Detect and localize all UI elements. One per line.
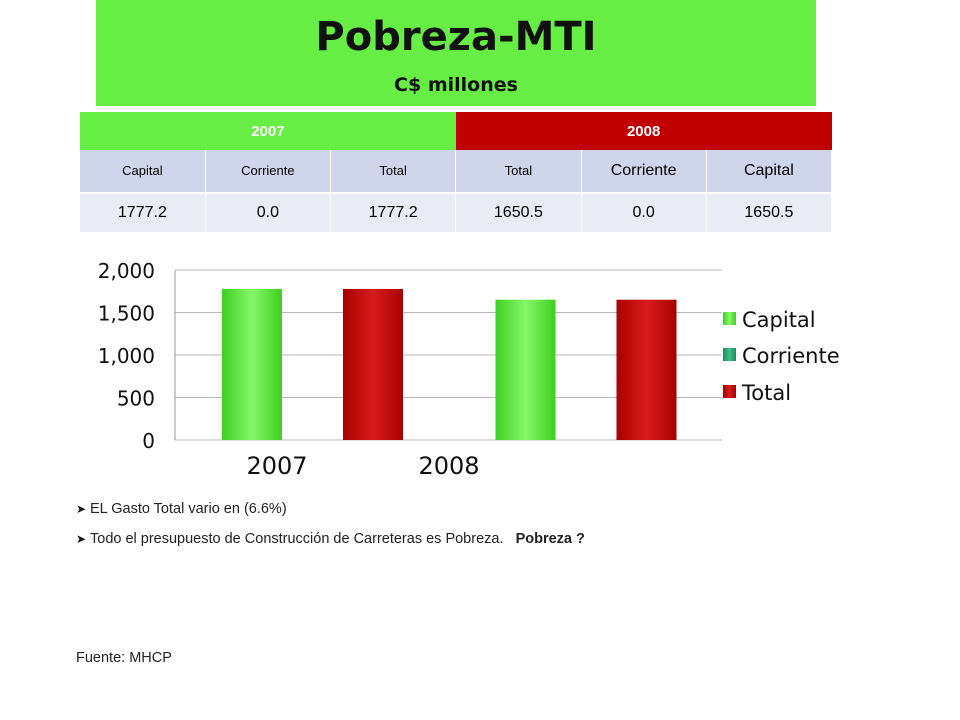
legend-label: Corriente bbox=[742, 344, 840, 368]
bar-total bbox=[616, 299, 677, 440]
column-header: Total bbox=[455, 150, 582, 194]
table-cell: 1777.2 bbox=[330, 192, 457, 232]
bullet-item: ➤ Todo el presupuesto de Construcción de… bbox=[76, 524, 585, 554]
legend-item: Corriente bbox=[723, 344, 840, 368]
x-category-label: 2007 bbox=[246, 452, 307, 480]
legend-item: Capital bbox=[723, 308, 816, 332]
column-header: Capital bbox=[706, 150, 833, 194]
bullet-list: ➤ EL Gasto Total vario en (6.6%) ➤ Todo … bbox=[76, 494, 585, 554]
y-tick-label: 1,500 bbox=[98, 302, 155, 326]
column-header: Corriente bbox=[205, 150, 332, 194]
legend-label: Capital bbox=[742, 308, 816, 332]
title-banner: Pobreza-MTI C$ millones bbox=[96, 0, 816, 106]
column-header: Corriente bbox=[581, 150, 707, 194]
source-note: Fuente: MHCP bbox=[76, 650, 172, 666]
bullet-item: ➤ EL Gasto Total vario en (6.6%) bbox=[76, 494, 585, 524]
year-2007-header: 2007 bbox=[80, 112, 456, 151]
legend-swatch bbox=[723, 312, 736, 325]
x-category-label: 2008 bbox=[418, 452, 479, 480]
bullet-text: Todo el presupuesto de Construcción de C… bbox=[90, 531, 504, 547]
bar-capital bbox=[222, 288, 282, 440]
year-header-row: 2007 2008 bbox=[80, 112, 832, 151]
table-cell: 1650.5 bbox=[455, 192, 582, 232]
y-tick-label: 0 bbox=[142, 429, 155, 453]
year-2008-header: 2008 bbox=[455, 112, 832, 151]
bar-total bbox=[343, 288, 403, 440]
x-axis-labels: 2007 2008 bbox=[246, 452, 479, 480]
page-title: Pobreza-MTI bbox=[315, 14, 597, 60]
table-cell: 0.0 bbox=[205, 192, 332, 232]
bullet-emphasis: Pobreza ? bbox=[515, 531, 585, 547]
chart-legend: Capital Corriente Total bbox=[723, 308, 840, 405]
data-table: 2007 2008 Capital Corriente Total Total … bbox=[80, 112, 833, 232]
column-header-row: Capital Corriente Total Total Corriente … bbox=[80, 150, 833, 194]
legend-item: Total bbox=[723, 381, 791, 405]
arrow-bullet-icon: ➤ bbox=[76, 502, 87, 516]
legend-swatch bbox=[723, 348, 736, 361]
legend-label: Total bbox=[741, 381, 791, 405]
y-tick-label: 1,000 bbox=[98, 344, 155, 368]
column-header: Capital bbox=[80, 150, 206, 194]
page-subtitle: C$ millones bbox=[394, 74, 518, 96]
table-cell: 1650.5 bbox=[706, 192, 833, 232]
table-cell: 1777.2 bbox=[80, 192, 206, 232]
y-tick-label: 500 bbox=[117, 387, 155, 411]
legend-swatch bbox=[723, 385, 736, 398]
bars bbox=[222, 288, 677, 440]
arrow-bullet-icon: ➤ bbox=[76, 532, 87, 546]
y-tick-label: 2,000 bbox=[98, 259, 155, 283]
table-cell: 0.0 bbox=[581, 192, 707, 232]
column-header: Total bbox=[330, 150, 457, 194]
bar-capital bbox=[495, 299, 556, 440]
value-row: 1777.2 0.0 1777.2 1650.5 0.0 1650.5 bbox=[80, 192, 833, 232]
bar-chart: 2,000 1,500 1,000 500 0 2007 2008 Capital Corr… bbox=[98, 259, 840, 480]
bullet-text: EL Gasto Total vario en (6.6%) bbox=[90, 501, 287, 517]
y-axis-ticks: 2,000 1,500 1,000 500 0 bbox=[98, 259, 155, 453]
